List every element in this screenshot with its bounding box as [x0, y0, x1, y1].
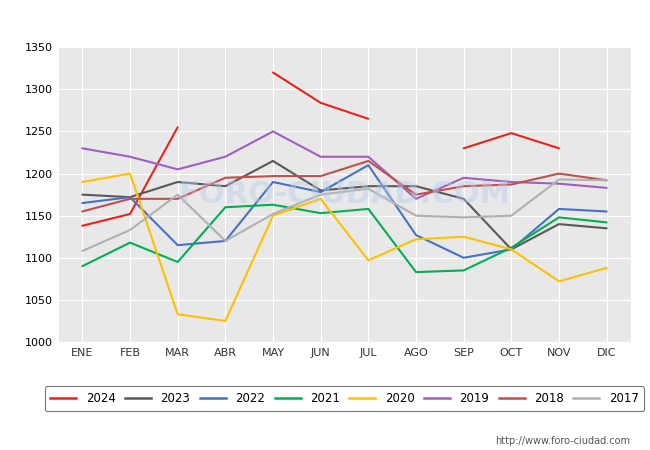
Text: http://www.foro-ciudad.com: http://www.foro-ciudad.com [495, 436, 630, 446]
Text: FORO-CIUDAD.COM: FORO-CIUDAD.COM [179, 180, 510, 209]
Text: Afiliados en Cortegana a 30/11/2024: Afiliados en Cortegana a 30/11/2024 [173, 14, 477, 33]
Legend: 2024, 2023, 2022, 2021, 2020, 2019, 2018, 2017: 2024, 2023, 2022, 2021, 2020, 2019, 2018… [45, 386, 644, 411]
